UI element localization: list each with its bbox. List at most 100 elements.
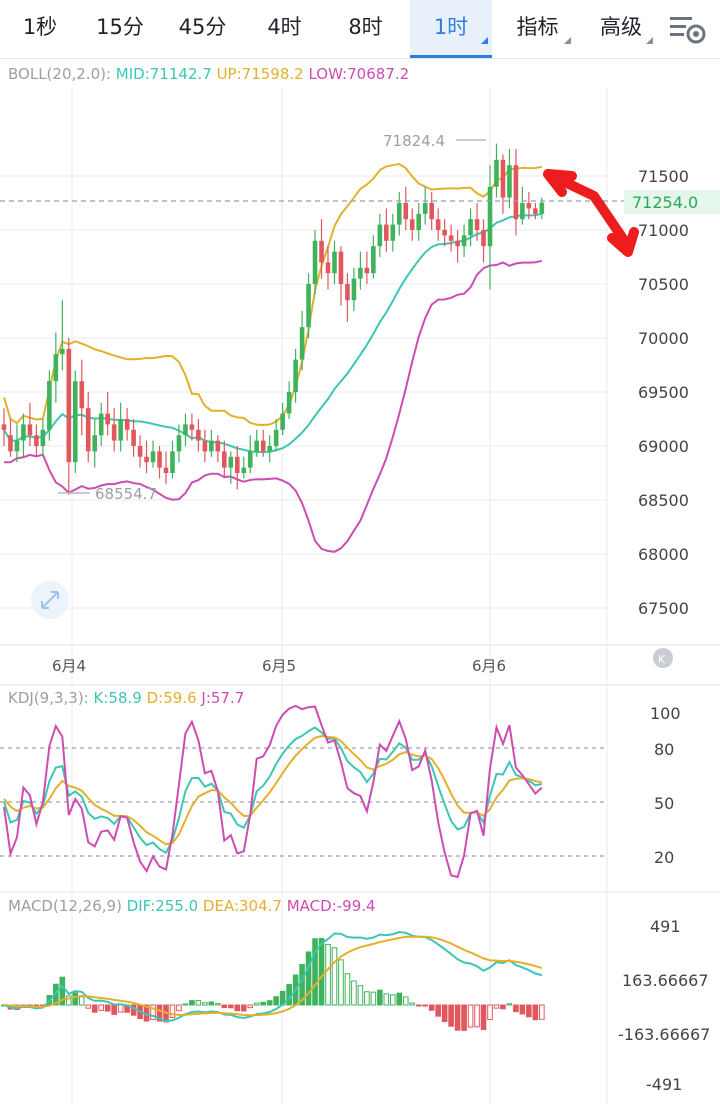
bollinger-bands [3,162,543,553]
date-axis: 6月4 6月5 6月6 [52,657,506,675]
date-tick: 6月4 [52,657,86,675]
macd-histogram-bar [467,1004,474,1028]
candle-body [474,219,480,230]
tab-45m[interactable]: 45分 [178,15,227,39]
macd-histogram-bar [59,976,66,1006]
macd-histogram-bar [448,1004,454,1027]
candle-body [312,240,318,284]
macd-tick: 163.66667 [622,971,709,990]
candle-body [157,451,162,468]
candle-body [176,435,182,452]
candle-body [150,451,156,463]
low-marker: 68554.7 [95,485,157,503]
candle-body [293,359,298,392]
macd-histogram-bar [526,1004,532,1018]
price-tick: 69500 [638,383,689,402]
tab-8h[interactable]: 8时 [348,15,383,39]
macd-histogram-bar [487,1004,493,1021]
candle-body [1,424,7,430]
boll-up-label: UP:71598.2 [217,65,304,83]
candle-body [409,219,415,230]
candle-body [228,456,234,468]
macd-histogram-bar [305,951,312,1006]
candle-body [306,284,311,328]
tab-1h[interactable]: 1时 [410,0,492,58]
macd-histogram-bar [111,1004,117,1015]
macd-histogram-bar [72,992,79,1006]
macd-dea-line [3,935,543,1017]
macd-histogram-bar [266,1000,273,1006]
candle-body [124,419,130,430]
tab-indicators[interactable]: 指标 [500,0,575,58]
svg-text:BOLL(20,2.0): MID:71142.7: BOLL(20,2.0): MID:71142.7 UP:71598.2 LOW… [8,65,409,83]
timeframe-tab-bar: 1秒 15分 45分 4时 8时 1时 指标 高级 [0,0,720,59]
boll-lower-band [4,259,543,553]
price-tick: 68000 [638,545,689,564]
price-tick: 70000 [638,329,689,348]
high-marker: 71824.4 [383,132,445,150]
macd-histogram-bar [474,1004,480,1028]
candle-body [72,381,78,463]
macd-tick: -163.66667 [618,1025,710,1044]
macd-histogram-bar [117,1004,124,1013]
expand-icon[interactable] [31,581,69,619]
kdj-d-label: D:59.6 [147,689,197,707]
candle-body [299,327,305,360]
macd-axis: 491 163.66667 -163.66667 -491 [618,917,710,1094]
candle-body [260,440,266,452]
candle-body [209,440,214,452]
date-tick: 6月6 [472,657,506,675]
candle-body [487,186,493,247]
candle-body [481,230,486,247]
macd-histogram-bar [532,1004,539,1021]
macd-histogram-bar [441,1004,448,1023]
candle-body [526,203,532,209]
boll-upper-band [3,162,542,427]
candle-body [66,348,72,463]
kdj-axis: 100 80 50 20 [650,704,681,867]
kdj-k-line [3,726,543,855]
candle-body [40,429,46,446]
macd-histogram-bar [513,1004,519,1013]
candle-body [384,224,389,241]
kdj-tick: 80 [654,740,674,759]
chart-settings-icon[interactable] [668,12,708,46]
current-price-tag [624,190,720,214]
tab-advanced[interactable]: 高级 [585,0,657,58]
tab-1s[interactable]: 1秒 [22,15,58,39]
price-tick: 68500 [638,491,689,510]
candle-body [105,413,110,425]
macd-histogram-bar [428,1004,435,1011]
macd-histogram-bar [228,1004,234,1009]
candle-body [215,440,221,452]
candle-body [183,424,188,436]
candle-body [60,348,65,355]
macd-histogram-bar [253,1002,260,1006]
candle-body [92,435,98,452]
boll-header: BOLL(20,2.0): [8,65,111,83]
macd-histogram-bar [415,1004,422,1007]
candle-body [403,203,409,220]
candle-body [435,219,441,230]
macd-histogram-bar [390,994,396,1006]
candle-body [422,203,428,214]
macd-histogram-bar [85,1004,92,1009]
macd-histogram-bar [338,959,344,1006]
macd-histogram-bar [325,943,331,1006]
candle-body [79,381,85,409]
price-tick: 71000 [638,221,689,240]
candle-body [345,284,350,301]
candle-body [455,240,460,247]
candle-body [222,451,227,468]
macd-histogram-bar [422,1004,428,1007]
macd-histogram-bar [240,1004,247,1012]
macd-tick: -491 [646,1075,682,1094]
candle-body [53,354,59,382]
scroll-to-latest-icon[interactable]: K [653,648,673,668]
macd-histogram-bar [176,1004,182,1012]
tab-4h[interactable]: 4时 [267,15,302,39]
chart-grid [0,88,608,1104]
tab-15m[interactable]: 15分 [96,15,144,39]
candle-body [254,440,260,452]
